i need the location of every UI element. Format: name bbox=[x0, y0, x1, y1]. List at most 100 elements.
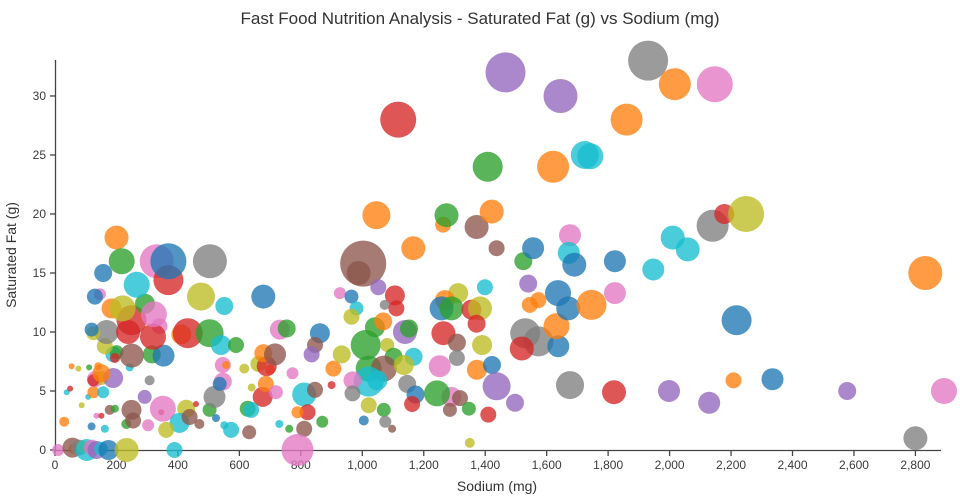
bubble[interactable] bbox=[97, 386, 110, 399]
bubble[interactable] bbox=[307, 381, 323, 398]
bubble[interactable] bbox=[367, 370, 388, 391]
bubble[interactable] bbox=[123, 271, 150, 298]
bubble[interactable] bbox=[476, 279, 493, 296]
bubble[interactable] bbox=[388, 424, 397, 433]
bubble[interactable] bbox=[658, 68, 691, 101]
bubble[interactable] bbox=[543, 79, 578, 113]
bubble[interactable] bbox=[380, 101, 417, 138]
bubble[interactable] bbox=[400, 319, 418, 338]
bubble[interactable] bbox=[327, 381, 336, 390]
bubble[interactable] bbox=[642, 258, 665, 281]
bubble[interactable] bbox=[547, 335, 570, 358]
bubble[interactable] bbox=[388, 300, 405, 317]
bubble[interactable] bbox=[472, 335, 493, 355]
bubble[interactable] bbox=[452, 390, 468, 407]
bubble[interactable] bbox=[119, 343, 144, 368]
bubble[interactable] bbox=[360, 397, 377, 414]
bubble[interactable] bbox=[140, 301, 167, 328]
bubble[interactable] bbox=[94, 264, 113, 282]
bubble[interactable] bbox=[125, 412, 142, 429]
bubble[interactable] bbox=[194, 419, 205, 429]
bubble[interactable] bbox=[252, 386, 273, 407]
bubble[interactable] bbox=[108, 248, 135, 275]
bubble[interactable] bbox=[482, 372, 511, 401]
bubble[interactable] bbox=[658, 380, 680, 402]
bubble[interactable] bbox=[472, 151, 503, 182]
bubble[interactable] bbox=[137, 389, 152, 404]
bubble[interactable] bbox=[87, 422, 96, 431]
bubble[interactable] bbox=[243, 401, 260, 418]
bubble[interactable] bbox=[257, 375, 274, 392]
bubble[interactable] bbox=[379, 299, 390, 310]
bubble[interactable] bbox=[376, 402, 391, 417]
bubble[interactable] bbox=[166, 442, 183, 458]
bubble[interactable] bbox=[109, 353, 120, 363]
bubble[interactable] bbox=[104, 225, 129, 250]
bubble[interactable] bbox=[603, 250, 626, 273]
bubble[interactable] bbox=[488, 240, 505, 257]
bubble[interactable] bbox=[193, 401, 199, 407]
bubble[interactable] bbox=[286, 367, 299, 380]
bubble[interactable] bbox=[509, 336, 534, 361]
bubble[interactable] bbox=[325, 360, 342, 377]
bubble[interactable] bbox=[603, 282, 626, 305]
bubble[interactable] bbox=[556, 296, 581, 321]
bubble[interactable] bbox=[275, 420, 284, 428]
bubble[interactable] bbox=[721, 305, 752, 336]
bubble[interactable] bbox=[242, 425, 257, 440]
bubble[interactable] bbox=[114, 438, 139, 462]
bubble[interactable] bbox=[461, 401, 476, 416]
bubble[interactable] bbox=[506, 393, 524, 412]
bubble[interactable] bbox=[350, 330, 381, 360]
bubble[interactable] bbox=[203, 385, 226, 408]
bubble[interactable] bbox=[448, 350, 465, 366]
bubble[interactable] bbox=[543, 313, 570, 340]
bubble[interactable] bbox=[562, 252, 587, 277]
bubble[interactable] bbox=[401, 236, 426, 261]
bubble[interactable] bbox=[374, 312, 393, 331]
bubble[interactable] bbox=[434, 203, 459, 228]
bubble[interactable] bbox=[362, 201, 391, 230]
bubble[interactable] bbox=[87, 386, 100, 399]
bubble[interactable] bbox=[86, 364, 93, 371]
bubble[interactable] bbox=[144, 375, 155, 386]
bubble[interactable] bbox=[428, 355, 451, 378]
bubble[interactable] bbox=[239, 363, 250, 374]
bubble[interactable] bbox=[75, 365, 82, 372]
bubble[interactable] bbox=[522, 237, 545, 260]
bubble[interactable] bbox=[379, 415, 392, 428]
bubble[interactable] bbox=[698, 391, 721, 414]
bubble[interactable] bbox=[78, 402, 85, 409]
bubble[interactable] bbox=[212, 376, 227, 391]
bubble[interactable] bbox=[344, 289, 359, 304]
bubble[interactable] bbox=[576, 289, 607, 320]
bubble[interactable] bbox=[92, 364, 111, 383]
bubble[interactable] bbox=[556, 371, 584, 400]
bubble[interactable] bbox=[281, 434, 314, 466]
bubble[interactable] bbox=[903, 426, 928, 451]
bubble[interactable] bbox=[696, 66, 733, 103]
bubble[interactable] bbox=[728, 196, 765, 232]
bubble[interactable] bbox=[333, 287, 346, 300]
bubble[interactable] bbox=[84, 322, 99, 337]
bubble[interactable] bbox=[559, 224, 581, 247]
bubble[interactable] bbox=[467, 314, 486, 333]
bubble[interactable] bbox=[152, 344, 175, 367]
bubble[interactable] bbox=[519, 274, 538, 293]
bubble[interactable] bbox=[52, 444, 65, 456]
bubble[interactable] bbox=[228, 337, 244, 353]
bubble[interactable] bbox=[404, 396, 421, 412]
bubble[interactable] bbox=[464, 437, 475, 448]
bubble[interactable] bbox=[480, 406, 497, 423]
bubble[interactable] bbox=[210, 335, 231, 355]
bubble[interactable] bbox=[358, 415, 369, 426]
bubble[interactable] bbox=[466, 359, 487, 380]
bubble[interactable] bbox=[223, 421, 240, 438]
bubble[interactable] bbox=[343, 308, 360, 325]
bubble[interactable] bbox=[93, 412, 100, 419]
bubble[interactable] bbox=[303, 346, 320, 363]
bubble[interactable] bbox=[59, 416, 70, 427]
bubble[interactable] bbox=[149, 395, 176, 422]
bubble[interactable] bbox=[285, 424, 294, 433]
bubble[interactable] bbox=[393, 355, 414, 375]
